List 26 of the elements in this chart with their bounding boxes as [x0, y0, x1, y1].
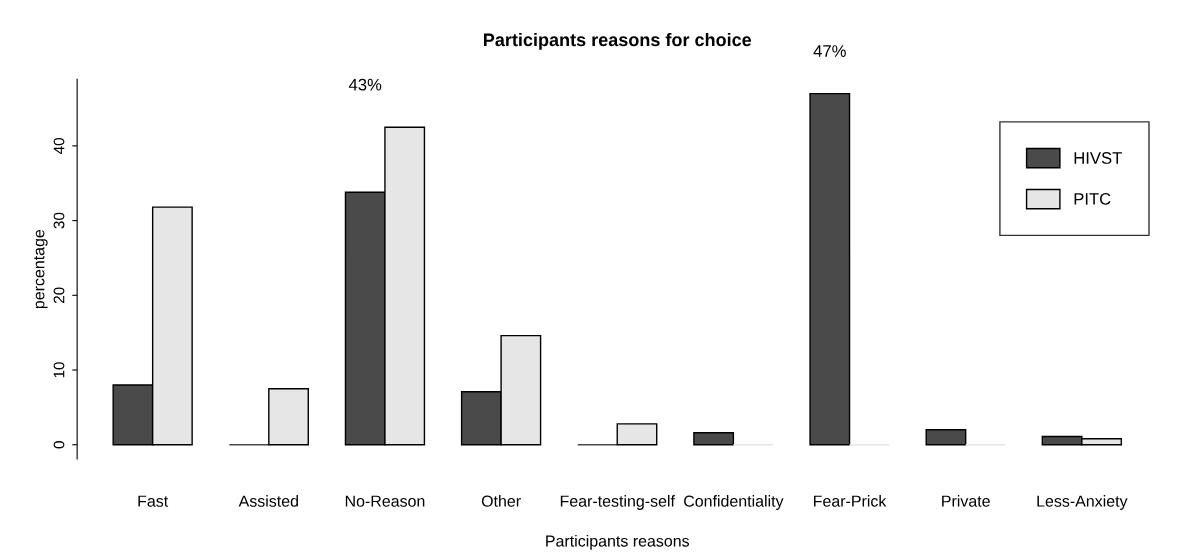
bar — [268, 388, 309, 446]
x-tick-label: Confidentiality — [684, 495, 784, 510]
annotation: 43% — [348, 78, 382, 91]
x-tick-label: Other — [481, 495, 521, 507]
x-tick-label: Fast — [138, 495, 169, 507]
x-tick-label: No-Reason — [345, 495, 425, 507]
x-tick-label: Assisted — [238, 495, 298, 507]
legend-label: HIVST — [1074, 152, 1122, 164]
y-axis-title: percentage — [33, 229, 48, 309]
x-tick-label: Private — [942, 495, 990, 507]
x-tick-label: Fear-testing-self — [560, 495, 675, 510]
x-tick-label: Less-Anxiety — [1037, 495, 1128, 510]
bar — [693, 432, 735, 446]
y-tick-label: 0 — [53, 441, 65, 449]
bar — [616, 423, 658, 446]
y-tick-label: 40 — [53, 137, 65, 155]
bar — [809, 92, 851, 446]
chart-title: Participants reasons for choice — [484, 32, 752, 50]
x-tick-label: Fear-Prick — [814, 495, 887, 507]
x-axis-title: Participants reasons — [546, 534, 690, 550]
legend-label: PITC — [1074, 192, 1111, 205]
y-tick-label: 20 — [53, 287, 65, 304]
annotation: 47% — [813, 45, 846, 57]
y-tick-label: 30 — [53, 212, 65, 229]
bar — [925, 429, 967, 446]
y-tick-label: 10 — [53, 362, 65, 378]
